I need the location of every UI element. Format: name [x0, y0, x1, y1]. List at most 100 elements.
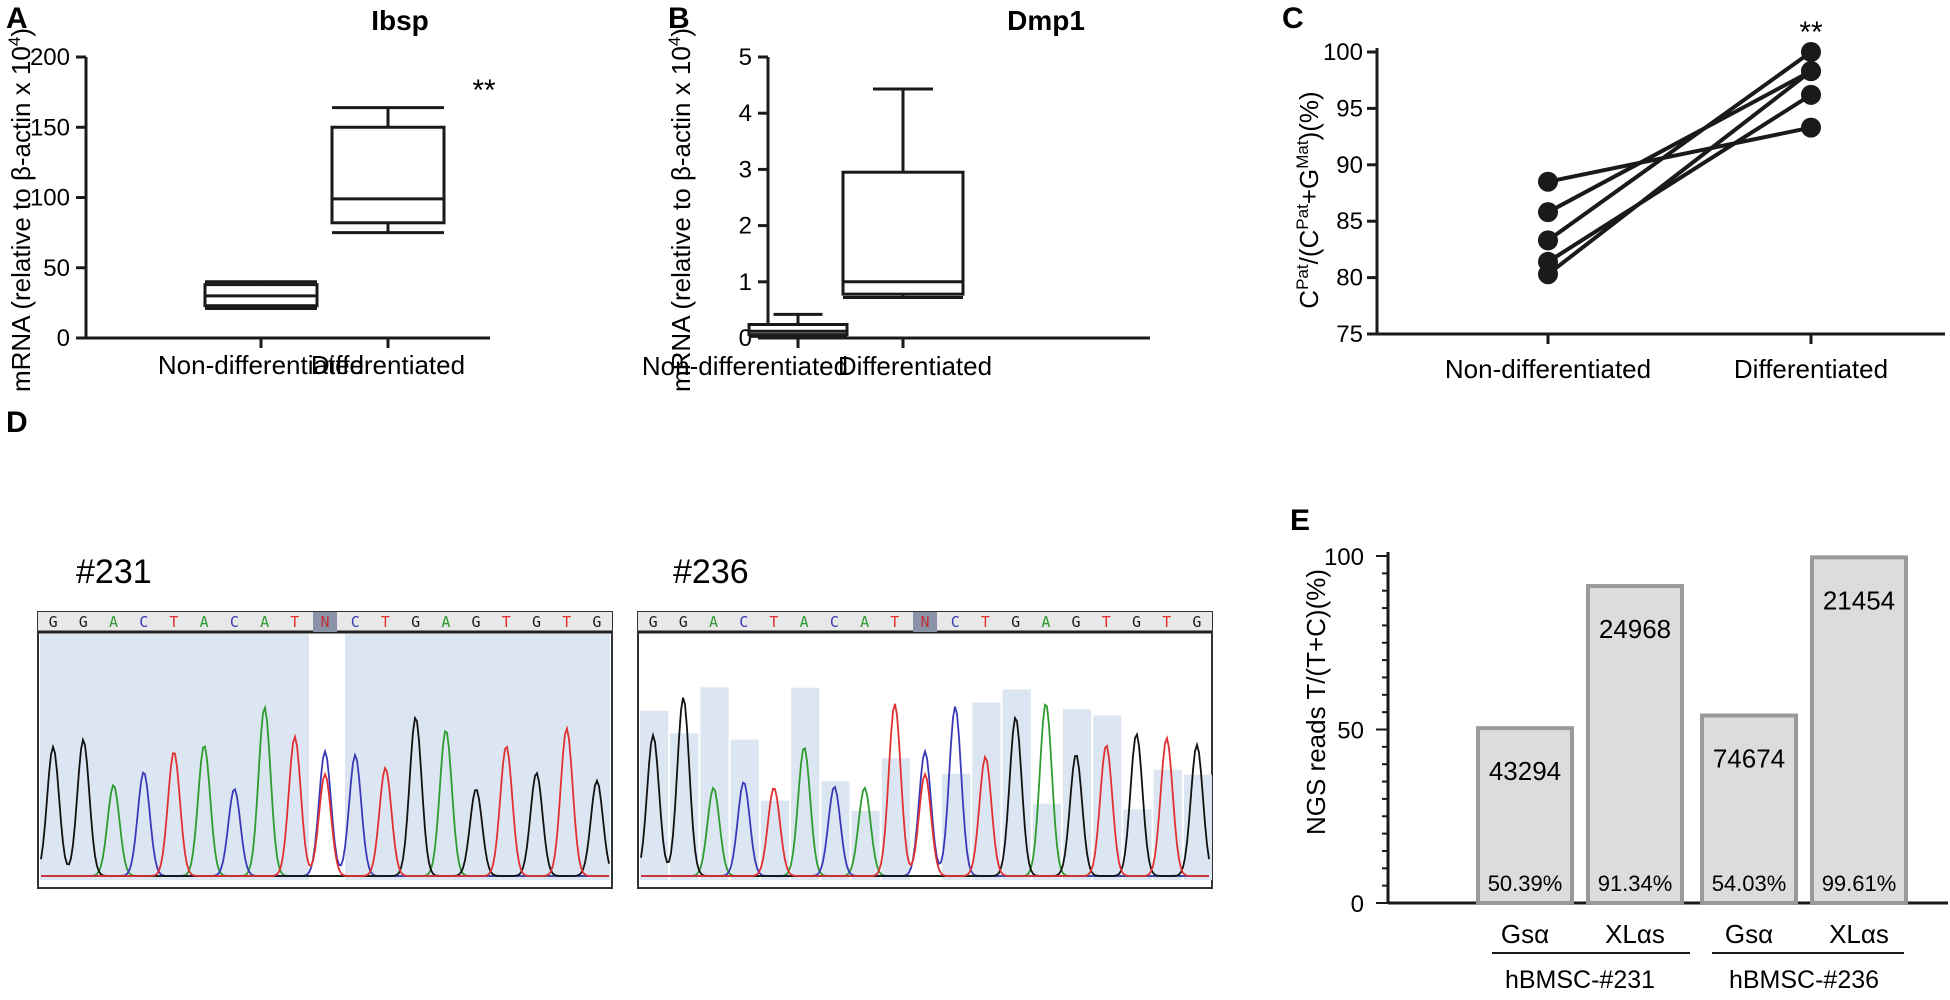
panel-c-significance: ** [1799, 16, 1823, 49]
base-call-letter: T [981, 613, 990, 631]
base-call-letter: A [260, 613, 269, 631]
bar-value-label: 91.34% [1598, 871, 1673, 896]
bar-read-count: 43294 [1489, 756, 1561, 786]
base-call-letter: T [502, 613, 511, 631]
y-tick-label: 95 [1336, 95, 1363, 122]
panel-c-y-label: CPat/(CPat+GMat)(%) [1293, 91, 1324, 308]
panel-b-y-label: mRNA (relative to β-actin x 104) [665, 28, 696, 392]
base-call-letter: G [649, 613, 658, 631]
bar-read-count: 21454 [1823, 585, 1895, 615]
y-tick-label: 50 [1337, 718, 1364, 745]
base-call-letter: G [592, 613, 601, 631]
base-call-letter: T [1162, 613, 1171, 631]
x-category-label: XLαs [1605, 919, 1665, 949]
panel-c-axes: 75 80 85 90 95 100 Non-differentiated Different… [1323, 39, 1945, 384]
sample-label-231: #231 [76, 553, 152, 591]
trace-t [41, 725, 609, 877]
base-call-letter: N [920, 613, 929, 631]
base-call-letter: C [230, 613, 239, 631]
y-tick-label: 80 [1336, 265, 1363, 292]
panel-c-marks [1538, 42, 1821, 285]
panel-c: C CPat/(CPat+GMat)(%) 75 80 85 90 95 100 Non-d… [1282, 2, 1945, 384]
base-call-letter: T [381, 613, 390, 631]
panel-a-marks [203, 106, 446, 310]
base-call-letter: G [49, 613, 58, 631]
data-point [1801, 117, 1821, 138]
quality-bar [942, 773, 971, 880]
panel-d-letter: D [6, 406, 28, 439]
bar [1476, 726, 1574, 906]
group-label: hBMSC-#236 [1729, 966, 1879, 994]
x-category-label: Differentiated [1734, 354, 1888, 384]
panel-a-title: Ibsp [371, 5, 429, 36]
base-call-letter: C [830, 613, 839, 631]
box-iqr [330, 125, 446, 225]
base-call-letter: G [679, 613, 688, 631]
panel-d: D #231 #236 G G A C T A C A T N C T G A G T G T G G G A C T A C A… [6, 406, 1213, 889]
trace-t [641, 703, 1209, 877]
base-call-letter: A [441, 613, 450, 631]
base-call-letter: G [1011, 613, 1020, 631]
x-category-label: Gsα [1501, 919, 1549, 949]
panel-b-marks [747, 87, 965, 338]
base-call-letter: C [351, 613, 360, 631]
y-tick-label: 4 [739, 100, 752, 127]
panel-a-axes: 0 50 100 150 200 Non-differentiatedDifferenti… [30, 44, 490, 380]
data-point [1801, 42, 1821, 62]
panel-a-significance: ** [472, 74, 496, 107]
panel-b: B Dmp1 mRNA (relative to β-actin x 104) … [642, 2, 1150, 392]
quality-bar [821, 781, 850, 880]
base-call-letter: A [1041, 613, 1050, 631]
series-line [1546, 69, 1813, 276]
y-tick-label: 50 [43, 255, 70, 282]
ambiguous-base-highlight [913, 612, 937, 632]
base-call-letter: A [200, 613, 209, 631]
base-call-letter: C [951, 613, 960, 631]
base-call-letter: T [890, 613, 899, 631]
sample-label-236: #236 [673, 553, 749, 591]
y-tick-label: 150 [30, 114, 70, 141]
y-tick-label: 100 [1324, 544, 1364, 571]
panel-e: E NGS reads T/(T+C)(%) 0 50 100 Gsα XLαs Gsα X… [1290, 504, 1948, 994]
bar-value-label: 54.03% [1712, 871, 1787, 896]
panel-e-marks: 43294 50.39% 24968 91.34% 74674 54.03% 21454 99… [1476, 555, 1908, 906]
series-line [1546, 50, 1813, 243]
panel-c-letter: C [1282, 2, 1304, 35]
base-call-letter: G [532, 613, 541, 631]
x-category-label: Differentiated [311, 350, 465, 380]
base-call-letter: G [79, 613, 88, 631]
series-line [1547, 125, 1812, 184]
x-category-label: Differentiated [838, 351, 992, 381]
base-call-letter: T [562, 613, 571, 631]
base-call-letter: T [769, 613, 778, 631]
panel-b-title: Dmp1 [1007, 5, 1085, 36]
data-point [1538, 202, 1558, 223]
panel-b-letter: B [668, 2, 690, 35]
base-call-letter: G [472, 613, 481, 631]
bar-read-count: 24968 [1599, 614, 1671, 644]
x-category-label: Non-differentiated [642, 351, 848, 381]
bar [1810, 555, 1908, 905]
y-tick-label: 90 [1336, 152, 1363, 179]
base-call-letter: G [1192, 613, 1201, 631]
group-label: hBMSC-#231 [1505, 966, 1655, 994]
panel-a-letter: A [6, 2, 28, 35]
data-point [1538, 230, 1558, 251]
bar-value-label: 99.61% [1822, 871, 1897, 896]
x-category-label: Non-differentiated [158, 350, 364, 380]
data-point [1538, 171, 1558, 192]
base-call-letter: T [290, 613, 299, 631]
panel-e-letter: E [1290, 504, 1310, 537]
box-iqr [841, 170, 965, 296]
base-call-letter: T [169, 613, 178, 631]
bar-read-count: 74674 [1713, 744, 1785, 774]
base-call-letter: A [860, 613, 869, 631]
base-call-letter: A [109, 613, 118, 631]
y-tick-label: 75 [1336, 321, 1363, 348]
series-line [1546, 93, 1813, 264]
base-call-letter: A [709, 613, 718, 631]
y-tick-label: 0 [1351, 891, 1364, 918]
y-tick-label: 85 [1336, 208, 1363, 235]
x-category-label: Gsα [1725, 919, 1773, 949]
